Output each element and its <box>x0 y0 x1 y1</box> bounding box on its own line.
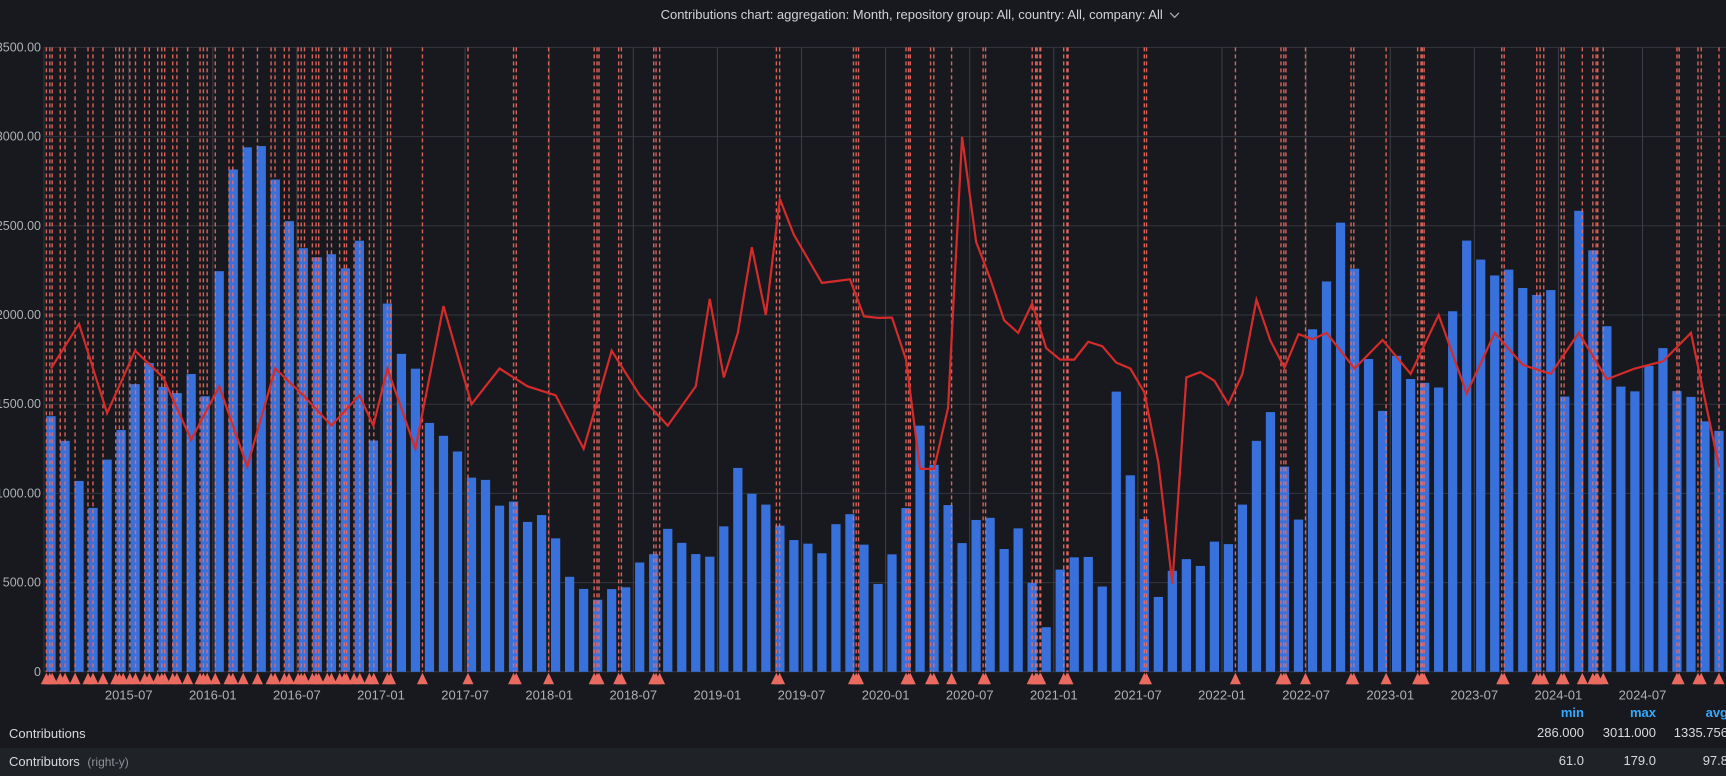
svg-text:500.00: 500.00 <box>3 576 41 590</box>
svg-text:0: 0 <box>34 665 41 679</box>
svg-text:2500.00: 2500.00 <box>0 219 41 233</box>
svg-text:3000.00: 3000.00 <box>0 130 41 144</box>
svg-text:1000.00: 1000.00 <box>0 486 41 500</box>
svg-text:1500.00: 1500.00 <box>0 397 41 411</box>
svg-text:2000.00: 2000.00 <box>0 308 41 322</box>
svg-text:3500.00: 3500.00 <box>0 40 41 54</box>
